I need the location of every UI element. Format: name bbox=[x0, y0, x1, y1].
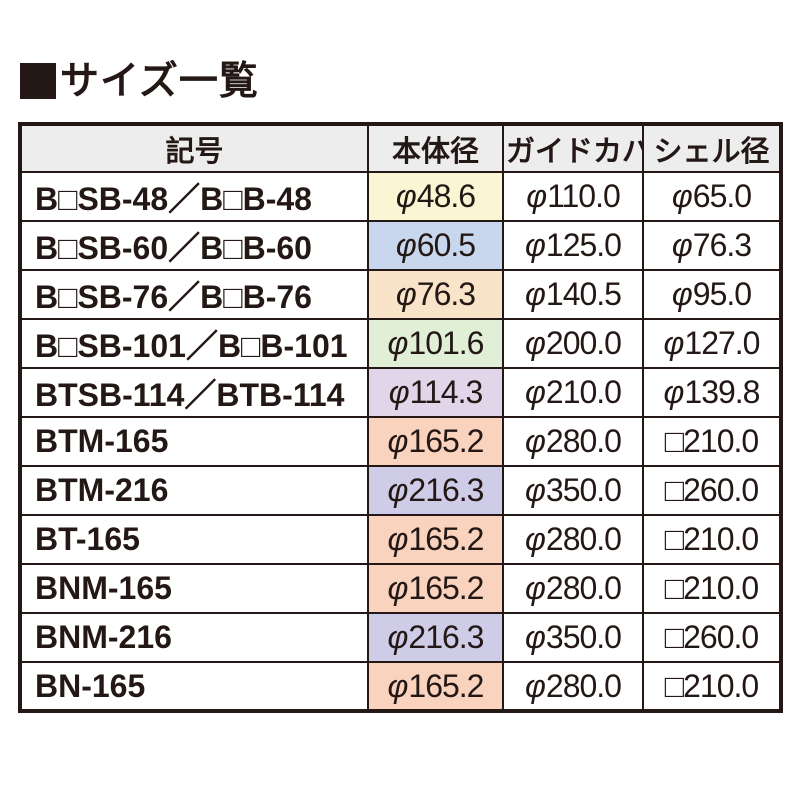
phi-symbol: φ bbox=[671, 227, 693, 263]
row-guide-cover: φ200.0 bbox=[502, 318, 644, 369]
phi-symbol: φ bbox=[387, 521, 409, 557]
phi-symbol: φ bbox=[526, 178, 547, 214]
row-body-diameter: φ76.3 bbox=[367, 269, 504, 320]
phi-symbol: φ bbox=[525, 667, 546, 704]
row-guide-cover: φ350.0 bbox=[502, 612, 644, 663]
phi-symbol: φ bbox=[663, 325, 685, 361]
row-symbol: BTM-216 bbox=[19, 465, 369, 516]
phi-symbol: φ bbox=[525, 521, 546, 557]
row-guide-cover: φ110.0 bbox=[502, 171, 644, 222]
phi-symbol: φ bbox=[388, 374, 410, 410]
row-symbol: BTSB-114／BTB-114 bbox=[19, 367, 369, 418]
phi-symbol: φ bbox=[387, 472, 409, 508]
table-row: B□SB-48／B□B-48 φ48.6 φ110.0 φ65.0 bbox=[19, 171, 782, 222]
header-symbol: 記号 bbox=[19, 123, 369, 173]
row-symbol: BN-165 bbox=[19, 661, 369, 712]
row-shell-diameter: φ139.8 bbox=[642, 367, 782, 418]
row-symbol: B□SB-76／B□B-76 bbox=[19, 269, 369, 320]
phi-symbol: φ bbox=[671, 276, 693, 312]
phi-symbol: φ bbox=[387, 325, 409, 361]
size-table: 記号 本体径 ガイドカバー シェル径 B□SB-48／B□B-48φ48.6φ1… bbox=[18, 122, 783, 713]
row-symbol: BTM-165 bbox=[19, 416, 369, 467]
row-shell-diameter: □260.0 bbox=[642, 612, 782, 663]
row-shell-diameter: □210.0 bbox=[642, 416, 782, 467]
row-body-diameter: φ101.6 bbox=[367, 318, 504, 369]
table-row: BTM-216 φ216.3 φ350.0 □260.0 bbox=[19, 465, 782, 516]
row-body-diameter: φ216.3 bbox=[367, 465, 504, 516]
row-guide-cover: φ210.0 bbox=[502, 367, 644, 418]
table-row: BNM-165 φ165.2 φ280.0 □210.0 bbox=[19, 563, 782, 614]
row-shell-diameter: □210.0 bbox=[642, 563, 782, 614]
page-title-text: サイズ一覧 bbox=[60, 59, 259, 103]
row-shell-diameter: □260.0 bbox=[642, 465, 782, 516]
table-row: BTSB-114／BTB-114 φ114.3 φ210.0 φ139.8 bbox=[19, 367, 782, 418]
phi-symbol: φ bbox=[525, 276, 546, 312]
row-body-diameter: φ114.3 bbox=[367, 367, 504, 418]
row-symbol: BT-165 bbox=[19, 514, 369, 565]
header-guide-cover: ガイドカバー bbox=[502, 123, 644, 173]
phi-symbol: φ bbox=[525, 619, 546, 655]
header-body-diameter: 本体径 bbox=[367, 123, 504, 173]
row-guide-cover: φ280.0 bbox=[502, 416, 644, 467]
row-guide-cover: φ280.0 bbox=[502, 661, 644, 712]
row-symbol: BNM-216 bbox=[19, 612, 369, 663]
table-row: BTM-165 φ165.2 φ280.0 □210.0 bbox=[19, 416, 782, 467]
row-shell-diameter: φ76.3 bbox=[642, 220, 782, 271]
phi-symbol: φ bbox=[395, 178, 417, 214]
table-row: BT-165 φ165.2 φ280.0 □210.0 bbox=[19, 514, 782, 565]
row-shell-diameter: φ95.0 bbox=[642, 269, 782, 320]
row-shell-diameter: □210.0 bbox=[642, 661, 782, 712]
row-shell-diameter: φ65.0 bbox=[642, 171, 782, 222]
phi-symbol: φ bbox=[525, 423, 546, 459]
row-body-diameter: φ165.2 bbox=[367, 661, 504, 712]
phi-symbol: φ bbox=[395, 227, 417, 263]
table-row: B□SB-101／B□B-101 φ101.6 φ200.0 φ127.0 bbox=[19, 318, 782, 369]
phi-symbol: φ bbox=[525, 227, 546, 263]
row-symbol: B□SB-60／B□B-60 bbox=[19, 220, 369, 271]
phi-symbol: φ bbox=[525, 325, 546, 361]
page-title: サイズ一覧 bbox=[20, 58, 259, 104]
size-table-body: B□SB-48／B□B-48 φ48.6 φ110.0 φ65.0 B□SB-60／B□… bbox=[19, 171, 782, 712]
phi-symbol: φ bbox=[387, 423, 409, 459]
header-shell-diameter: シェル径 bbox=[642, 123, 782, 173]
phi-symbol: φ bbox=[387, 570, 409, 606]
table-row: B□SB-60／B□B-60 φ60.5 φ125.0 φ76.3 bbox=[19, 220, 782, 271]
phi-symbol: φ bbox=[671, 178, 693, 214]
phi-symbol: φ bbox=[525, 570, 546, 606]
row-shell-diameter: □210.0 bbox=[642, 514, 782, 565]
row-guide-cover: φ280.0 bbox=[502, 563, 644, 614]
phi-symbol: φ bbox=[387, 667, 409, 704]
phi-symbol: φ bbox=[663, 374, 685, 410]
size-table-header: 記号 本体径 ガイドカバー シェル径 bbox=[19, 123, 782, 173]
phi-symbol: φ bbox=[525, 472, 546, 508]
row-guide-cover: φ140.5 bbox=[502, 269, 644, 320]
table-row: BNM-216 φ216.3 φ350.0 □260.0 bbox=[19, 612, 782, 663]
row-body-diameter: φ165.2 bbox=[367, 563, 504, 614]
row-guide-cover: φ350.0 bbox=[502, 465, 644, 516]
title-square-bullet bbox=[20, 63, 56, 99]
phi-symbol: φ bbox=[525, 374, 546, 410]
row-guide-cover: φ280.0 bbox=[502, 514, 644, 565]
row-body-diameter: φ48.6 bbox=[367, 171, 504, 222]
row-body-diameter: φ165.2 bbox=[367, 416, 504, 467]
row-symbol: B□SB-101／B□B-101 bbox=[19, 318, 369, 369]
row-body-diameter: φ60.5 bbox=[367, 220, 504, 271]
table-row: BN-165 φ165.2 φ280.0 □210.0 bbox=[19, 661, 782, 712]
header-row: 記号 本体径 ガイドカバー シェル径 bbox=[19, 123, 782, 173]
phi-symbol: φ bbox=[395, 276, 417, 312]
phi-symbol: φ bbox=[387, 619, 409, 655]
row-guide-cover: φ125.0 bbox=[502, 220, 644, 271]
row-shell-diameter: φ127.0 bbox=[642, 318, 782, 369]
row-symbol: BNM-165 bbox=[19, 563, 369, 614]
row-symbol: B□SB-48／B□B-48 bbox=[19, 171, 369, 222]
row-body-diameter: φ216.3 bbox=[367, 612, 504, 663]
row-body-diameter: φ165.2 bbox=[367, 514, 504, 565]
table-row: B□SB-76／B□B-76 φ76.3 φ140.5 φ95.0 bbox=[19, 269, 782, 320]
